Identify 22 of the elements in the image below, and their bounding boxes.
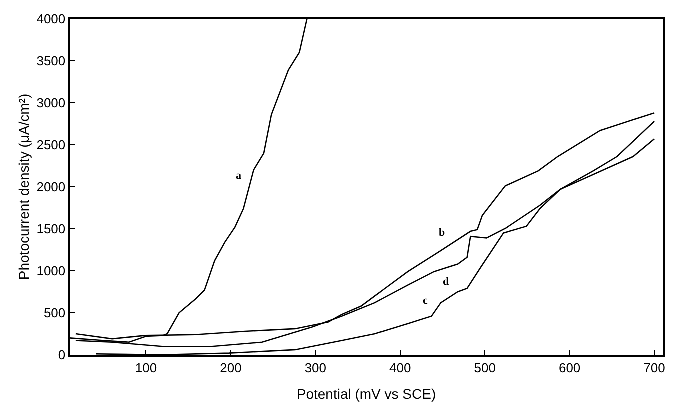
y-tick-label: 3000 bbox=[36, 96, 66, 111]
x-tick-label: 700 bbox=[644, 360, 666, 376]
x-tick-label: 100 bbox=[135, 360, 158, 376]
y-tick-label: 1000 bbox=[36, 264, 66, 279]
series-label: b bbox=[439, 227, 446, 239]
y-tick-label: 2000 bbox=[36, 180, 66, 195]
x-tick-label: 400 bbox=[390, 360, 412, 376]
series-label: a bbox=[236, 170, 242, 182]
y-tick-label: 500 bbox=[44, 306, 66, 321]
x-tick-label: 600 bbox=[558, 360, 581, 376]
x-tick-label: 500 bbox=[474, 360, 496, 376]
y-tick-label: 3500 bbox=[36, 54, 66, 69]
x-tick-label: 300 bbox=[304, 360, 327, 376]
y-tick-label: 2500 bbox=[36, 138, 66, 153]
y-tick-label: 4000 bbox=[36, 12, 66, 27]
y-tick-label: 0 bbox=[58, 348, 66, 363]
series-label: c bbox=[423, 295, 428, 307]
y-axis-title: Photocurrent density (μA/cm²) bbox=[16, 94, 32, 280]
x-tick-label: 200 bbox=[220, 360, 242, 376]
x-axis-title: Potential (mV vs SCE) bbox=[296, 386, 436, 402]
y-tick-label: 1500 bbox=[36, 222, 66, 237]
series-label: d bbox=[443, 276, 450, 288]
